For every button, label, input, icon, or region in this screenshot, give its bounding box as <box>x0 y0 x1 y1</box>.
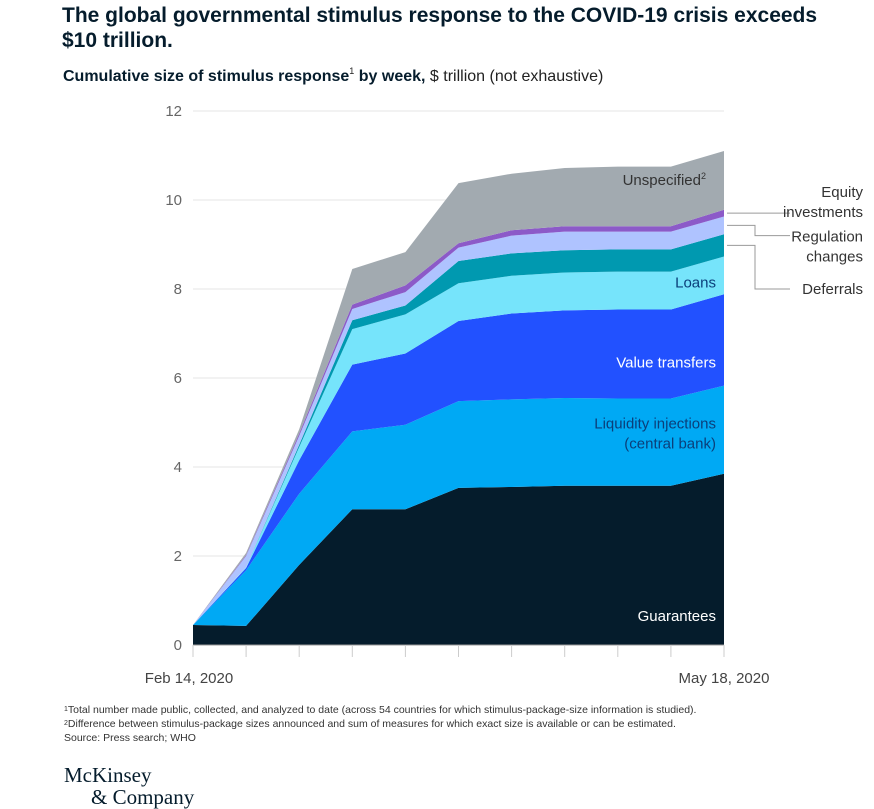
footnote-1: 1Total number made public, collected, an… <box>64 703 696 717</box>
source-text: Source: Press search; WHO <box>64 732 196 744</box>
series-label-liquidity-injections-line-1: Liquidity injections <box>594 416 716 433</box>
mckinsey-logo: McKinsey & Company <box>64 764 194 808</box>
series-label-guarantees: Guarantees <box>638 608 716 625</box>
chart-subtitle: Cumulative size of stimulus response1 by… <box>63 66 604 86</box>
area-unspecified <box>193 151 724 625</box>
y-tick-label: 0 <box>174 637 182 654</box>
series-label-deferrals: Deferrals <box>802 281 863 298</box>
footnote-1-text: Total number made public, collected, and… <box>67 704 697 716</box>
chart-title: The global governmental stimulus respons… <box>62 4 818 52</box>
series-label-regulation-changes-line-1: Regulation <box>791 229 863 246</box>
footnotes: 1Total number made public, collected, an… <box>64 703 696 745</box>
y-tick-label: 4 <box>174 459 182 476</box>
y-tick-label: 8 <box>174 281 182 298</box>
source-note: Source: Press search; WHO <box>64 731 696 745</box>
series-label-loans: Loans <box>675 274 716 291</box>
y-tick-label: 2 <box>174 548 182 565</box>
y-tick-label: 10 <box>165 192 182 209</box>
stacked-area-chart: 0 2 4 6 8 10 12 Feb 14, 2020 May 18, 2020 Guarant… <box>145 103 864 687</box>
footnote-2-text: Difference between stimulus-package size… <box>67 718 676 730</box>
footnote-2: 2Difference between stimulus-package siz… <box>64 717 696 731</box>
subtitle-footnote-ref: 1 <box>349 66 355 76</box>
series-label-regulation-changes-line-2: changes <box>806 249 863 266</box>
x-tick-label-start: Feb 14, 2020 <box>145 670 233 687</box>
regulation-changes-leader-line <box>727 224 790 237</box>
area-liquidity-injections-central-bank- <box>193 385 724 626</box>
series-label-value-transfers: Value transfers <box>616 354 716 371</box>
series-label-liquidity-injections-line-2: (central bank) <box>624 436 716 453</box>
series-label-footnote-ref: 2 <box>701 171 706 181</box>
area-value-transfers <box>193 294 724 625</box>
footnote-2-marker: 2 <box>64 720 68 727</box>
y-tick-label: 6 <box>174 370 182 387</box>
subtitle-bold: Cumulative size of stimulus response <box>63 68 350 85</box>
y-tick-label: 12 <box>165 103 182 120</box>
logo-line-2: & Company <box>91 785 195 809</box>
area-guarantees <box>193 473 724 645</box>
deferrals-leader-line <box>727 244 790 290</box>
series-label-unspecified: Unspecified2 <box>623 171 706 189</box>
x-tick-label-end: May 18, 2020 <box>679 670 770 687</box>
subtitle-unit: $ trillion (not exhaustive) <box>425 68 604 85</box>
footnote-1-marker: 1 <box>64 706 68 713</box>
logo-line-1: McKinsey <box>64 763 152 787</box>
series-label-equity-investments-line-2: investments <box>783 204 863 221</box>
subtitle-bold-suffix: by week, <box>354 68 426 85</box>
series-label-equity-investments-line-1: Equity <box>821 184 863 201</box>
area-loans <box>193 256 724 625</box>
